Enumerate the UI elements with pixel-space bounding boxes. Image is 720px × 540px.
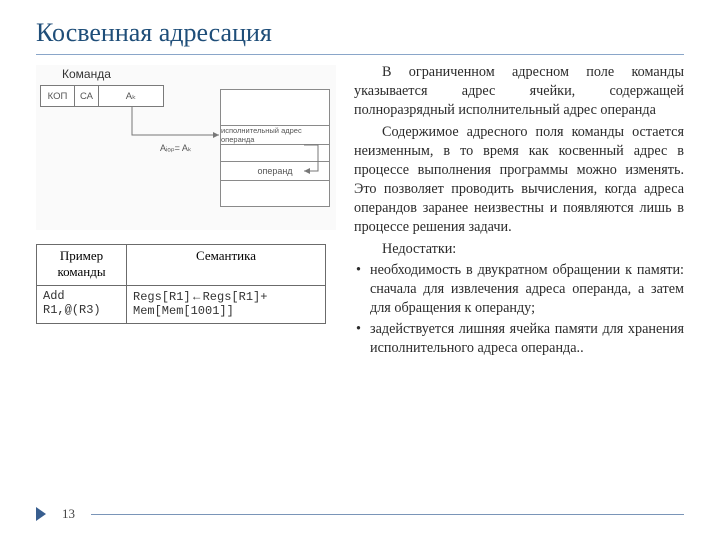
drawbacks-heading: Недостатки:	[354, 240, 684, 259]
diagram-field-kop: КОП	[40, 85, 74, 107]
list-item: задействуется лишняя ячейка памяти для х…	[354, 320, 684, 358]
page-number: 13	[62, 506, 75, 522]
example-table: Пример команды Семантика Add R1,@(R3) Re…	[36, 244, 326, 324]
diagram-memory-box	[220, 89, 330, 207]
table-col-semantics: Семантика	[127, 245, 326, 286]
table-row: Add R1,@(R3) Regs[R1]←Regs[R1]+ Mem[Mem[…	[37, 286, 326, 324]
diagram-field-ak: Aₖ	[98, 85, 164, 107]
slide: Косвенная адресация Команда КОП СА Aₖ ис…	[0, 0, 720, 540]
table-col-example: Пример команды	[37, 245, 127, 286]
diagram-exec-addr-row: исполнительный адрес операнда	[220, 125, 330, 145]
diagram-command-label: Команда	[62, 67, 111, 81]
footer-separator	[91, 514, 684, 515]
paragraph: Содержимое адресного поля команды остает…	[354, 123, 684, 238]
diagram-formula: Aᵢₒₚ= Aₖ	[160, 143, 192, 154]
footer-triangle-icon	[36, 507, 46, 521]
paragraph: В ограниченном адресном поле команды ука…	[354, 63, 684, 121]
drawbacks-list: необходимость в двукратном обра­щении к …	[354, 261, 684, 359]
list-item: необходимость в двукратном обра­щении к …	[354, 261, 684, 319]
diagram-field-ca: СА	[74, 85, 98, 107]
diagram-operand-row: операнд	[220, 161, 330, 181]
slide-footer: 13	[36, 506, 684, 522]
table-cell-semantics: Regs[R1]←Regs[R1]+ Mem[Mem[1001]]	[127, 286, 326, 324]
diagram-command-box: КОП СА Aₖ	[40, 85, 164, 107]
table-cell-example: Add R1,@(R3)	[37, 286, 127, 324]
addressing-diagram: Команда КОП СА Aₖ исполнительный адрес о…	[36, 65, 336, 230]
content-columns: Команда КОП СА Aₖ исполнительный адрес о…	[36, 61, 684, 361]
left-column: Команда КОП СА Aₖ исполнительный адрес о…	[36, 61, 336, 361]
table-header-row: Пример команды Семантика	[37, 245, 326, 286]
body-text: В ограниченном адресном поле команды ука…	[354, 61, 684, 361]
slide-title: Косвенная адресация	[36, 18, 684, 55]
